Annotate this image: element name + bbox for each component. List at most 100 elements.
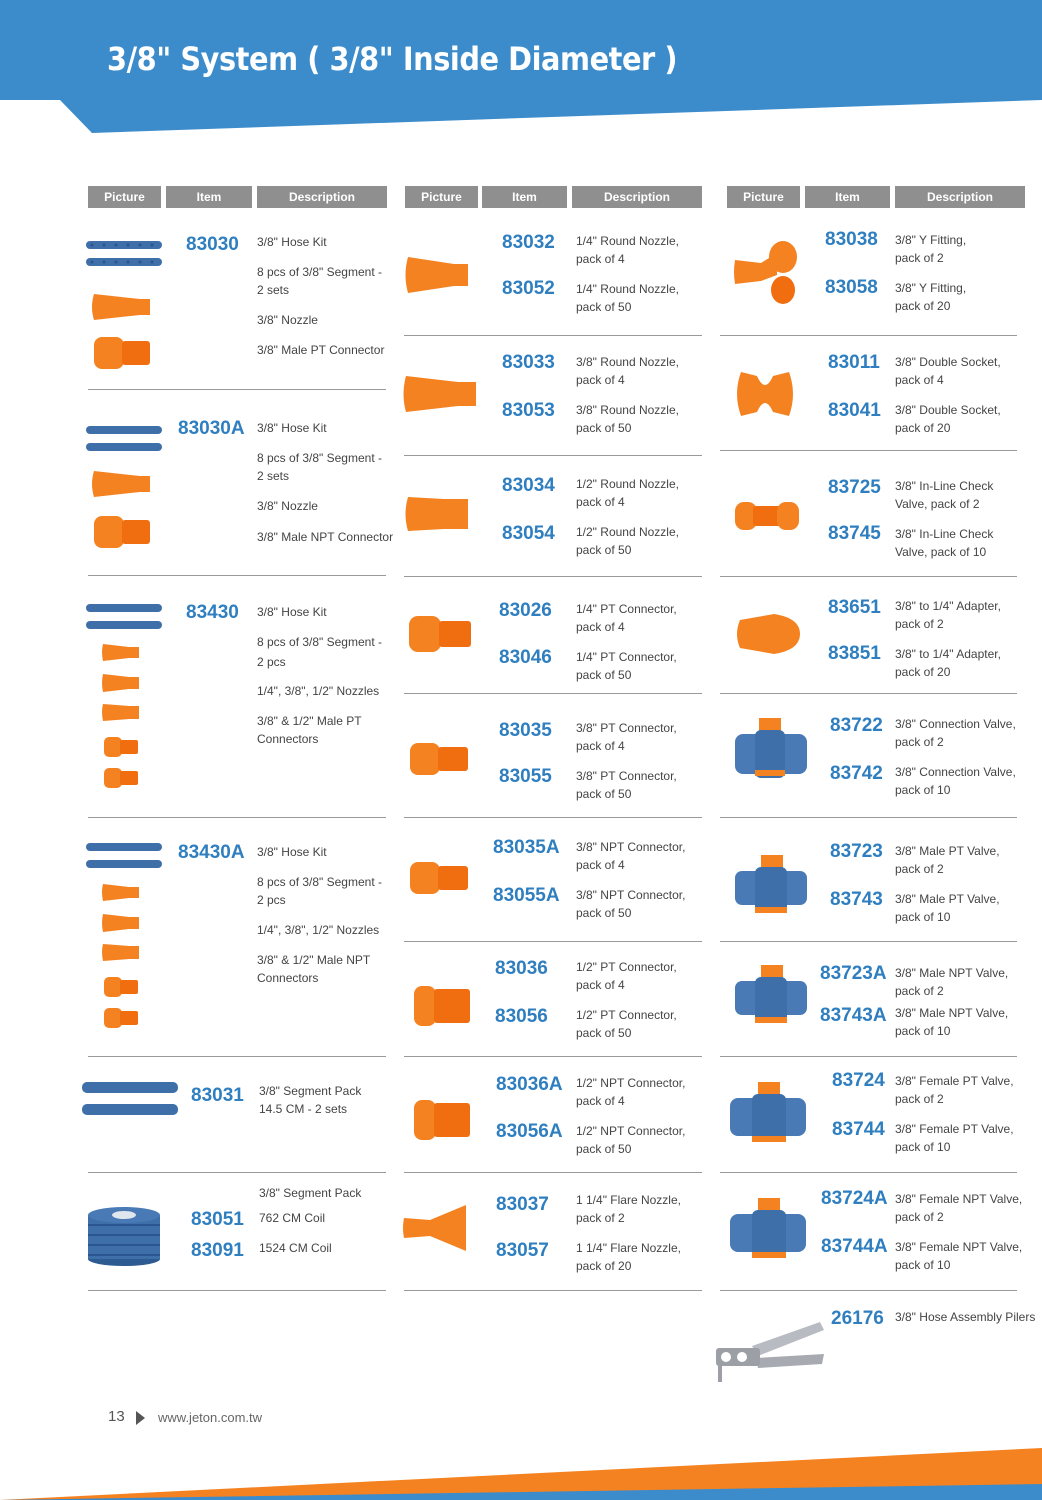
description-line: pack of 2 (576, 1211, 625, 1225)
description-line: 3/8" Hose Kit (257, 845, 327, 859)
description-line: 3/8" Male NPT Valve, (895, 1006, 1009, 1020)
item-code: 83430 (186, 602, 239, 623)
description-line: 3/8" Male PT Valve, (895, 892, 1000, 906)
pt-connector-icon (408, 741, 470, 782)
description-line: pack of 2 (895, 617, 944, 631)
header-item-3: Item (805, 186, 890, 208)
description-line: 1/4" PT Connector, (576, 650, 677, 664)
row-divider (720, 693, 1017, 694)
header-banner (0, 0, 1042, 133)
description-line: 1/2" Round Nozzle, (576, 477, 679, 491)
description-line: 8 pcs of 3/8" Segment - (257, 451, 382, 465)
item-code: 83742 (830, 763, 883, 784)
description-line: pack of 50 (576, 421, 632, 435)
row-divider (720, 335, 1017, 336)
description-line: 3/8" NPT Connector, (576, 840, 686, 854)
item-code: 83036 (495, 958, 548, 979)
description-line: Valve, pack of 2 (895, 497, 980, 511)
page-title: 3/8" System ( 3/8" Inside Diameter ) (107, 40, 678, 78)
description-line: 3/8" Male NPT Connector (257, 530, 394, 544)
play-arrow-icon (136, 1411, 145, 1425)
description-line: 8 pcs of 3/8" Segment - (257, 265, 382, 279)
description-line: 3/8" Female PT Valve, (895, 1122, 1014, 1136)
description-line: pack of 4 (576, 252, 625, 266)
description-line: 3/8" Double Socket, (895, 355, 1001, 369)
row-divider (404, 693, 702, 694)
description-line: 3/8" Male PT Valve, (895, 844, 1000, 858)
nozzle-icon (90, 292, 152, 327)
description-line: 3/8" Female NPT Valve, (895, 1192, 1023, 1206)
item-code: 83030 (186, 234, 239, 255)
nozzles-set-icon (101, 882, 141, 1037)
female-valve-icon (728, 1080, 808, 1153)
description-line: 2 pcs (257, 655, 286, 669)
segment-hose-icon (86, 238, 162, 275)
description-line: pack of 50 (576, 1142, 632, 1156)
description-line: pack of 10 (895, 1140, 951, 1154)
header-description-2: Description (572, 186, 702, 208)
description-line: 3/8" Hose Assembly Pilers (895, 1310, 1036, 1324)
description-line: 1/2" NPT Connector, (576, 1076, 686, 1090)
row-divider (404, 335, 702, 336)
description-line: pack of 4 (576, 373, 625, 387)
description-line: 3/8" Double Socket, (895, 403, 1001, 417)
description-line: 3/8" Y Fitting, (895, 233, 967, 247)
item-code: 83743A (820, 1005, 887, 1026)
footer-stripe (0, 1448, 1042, 1500)
item-code: 83041 (828, 400, 881, 421)
description-line: 3/8" PT Connector, (576, 721, 677, 735)
segment-hose-icon (86, 423, 162, 460)
description-line: 8 pcs of 3/8" Segment - (257, 875, 382, 889)
row-divider (404, 1172, 702, 1173)
item-code: 83035 (499, 720, 552, 741)
description-line: 3/8" Segment Pack (259, 1186, 362, 1200)
description-line: 3/8" Hose Kit (257, 235, 327, 249)
description-line: 1/4" PT Connector, (576, 602, 677, 616)
description-line: 3/8" to 1/4" Adapter, (895, 599, 1001, 613)
pt-connector-icon (407, 614, 473, 659)
double-socket-icon (731, 370, 799, 423)
row-divider (404, 817, 702, 818)
row-divider (88, 575, 386, 576)
row-divider (720, 576, 1017, 577)
description-line: 3/8" NPT Connector, (576, 888, 686, 902)
description-line: 3/8" & 1/2" Male NPT (257, 953, 371, 967)
segment-hose-icon (86, 840, 162, 877)
item-code: 83026 (499, 600, 552, 621)
item-code: 83058 (825, 277, 878, 298)
connector-icon (92, 514, 152, 555)
header-item-1: Item (166, 186, 252, 208)
item-code: 83011 (828, 352, 880, 373)
row-divider (88, 1056, 386, 1057)
nozzle-icon (90, 469, 152, 504)
description-line: 3/8" In-Line Check (895, 527, 994, 541)
website-link[interactable]: www.jeton.com.tw (158, 1410, 263, 1425)
row-divider (88, 1172, 386, 1173)
y-fitting-icon (733, 235, 803, 312)
row-divider (404, 1056, 702, 1057)
item-code: 83430A (178, 842, 245, 863)
description-line: 3/8" Y Fitting, (895, 281, 967, 295)
description-line: pack of 4 (576, 739, 625, 753)
description-line: 1/2" PT Connector, (576, 1008, 677, 1022)
round-nozzle-icon (404, 255, 470, 300)
item-code: 83722 (830, 715, 883, 736)
description-line: 1 1/4" Flare Nozzle, (576, 1241, 681, 1255)
description-line: 2 sets (257, 283, 290, 297)
item-code: 83723A (820, 963, 887, 984)
description-line: 3/8" In-Line Check (895, 479, 994, 493)
item-code: 83723 (830, 841, 883, 862)
description-line: pack of 2 (895, 1210, 944, 1224)
description-line: 3/8" Hose Kit (257, 421, 327, 435)
description-line: pack of 2 (895, 862, 944, 876)
description-line: 2 sets (257, 469, 290, 483)
description-line: pack of 4 (576, 620, 625, 634)
description-line: pack of 2 (895, 1092, 944, 1106)
item-code: 83745 (828, 523, 881, 544)
item-code: 83724 (832, 1070, 885, 1091)
description-line: pack of 2 (895, 984, 944, 998)
item-code: 83744 (832, 1119, 885, 1140)
row-divider (720, 1172, 1017, 1173)
row-divider (88, 389, 386, 390)
header-picture-1: Picture (88, 186, 161, 208)
